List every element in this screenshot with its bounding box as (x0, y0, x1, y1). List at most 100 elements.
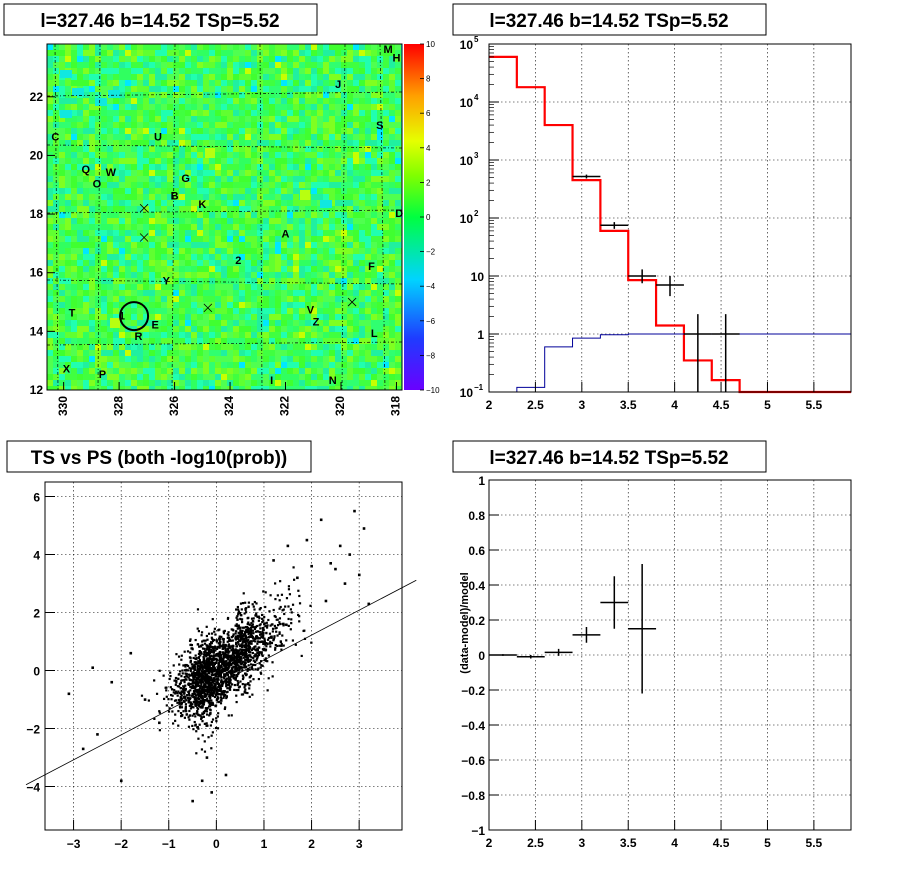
heatmap-cell (89, 44, 95, 50)
scatter-point (217, 667, 221, 670)
heatmap-cell (203, 272, 209, 278)
heatmap-cell (221, 140, 227, 146)
scatter-point (205, 648, 208, 651)
heatmap-cell (137, 368, 143, 374)
heatmap-cell (269, 368, 275, 374)
heatmap-cell (167, 116, 173, 122)
heatmap-cell (155, 152, 161, 158)
heatmap-cell (239, 302, 245, 308)
scatter-point (226, 633, 229, 636)
heatmap-cell (239, 56, 245, 62)
heatmap-cell (335, 236, 341, 242)
heatmap-cell (77, 272, 83, 278)
heatmap-cell (341, 98, 347, 104)
heatmap-cell (203, 56, 209, 62)
heatmap-cell (149, 140, 155, 146)
heatmap-cell (335, 110, 341, 116)
heatmap-cell (149, 152, 155, 158)
heatmap-cell (185, 230, 191, 236)
heatmap-cell (275, 152, 281, 158)
heatmap-cell (389, 188, 395, 194)
heatmap-cell (377, 332, 383, 338)
scatter-point (194, 673, 197, 677)
heatmap-cell (101, 380, 107, 386)
heatmap-cell (269, 350, 275, 356)
heatmap-cell (125, 158, 131, 164)
heatmap-cell (311, 164, 317, 170)
heatmap-cell (215, 368, 221, 374)
heatmap-cell (113, 56, 119, 62)
scatter-point (219, 641, 222, 644)
heatmap-cell (371, 80, 377, 86)
heatmap-cell (311, 86, 317, 92)
heatmap-cell (149, 338, 155, 344)
heatmap-cell (359, 44, 365, 50)
heatmap-cell (245, 380, 251, 386)
heatmap-cell (395, 74, 401, 80)
heatmap-cell (131, 302, 137, 308)
heatmap-cell (149, 206, 155, 212)
heatmap-cell (275, 218, 281, 224)
heatmap-cell (335, 56, 341, 62)
heatmap-cell (101, 296, 107, 302)
heatmap-cell (383, 116, 389, 122)
heatmap-cell (197, 116, 203, 122)
heatmap-cell (101, 80, 107, 86)
heatmap-cell (383, 182, 389, 188)
heatmap-cell (137, 242, 143, 248)
scatter-point (195, 685, 198, 688)
heatmap-cell (197, 368, 203, 374)
scatter-point (186, 675, 189, 678)
heatmap-cell (359, 350, 365, 356)
heatmap-cell (359, 206, 365, 212)
heatmap-cell (335, 272, 341, 278)
heatmap-cell (191, 308, 197, 314)
heatmap-cell (89, 116, 95, 122)
heatmap-cell (305, 308, 311, 314)
heatmap-cell (197, 218, 203, 224)
heatmap-cell (209, 272, 215, 278)
heatmap-cell (209, 188, 215, 194)
heatmap-cell (359, 266, 365, 272)
heatmap-cell (155, 326, 161, 332)
heatmap-cell (77, 344, 83, 350)
heatmap-cell (149, 326, 155, 332)
heatmap-cell (221, 350, 227, 356)
scatter-point (233, 651, 236, 655)
scatter-point (235, 700, 238, 704)
heatmap-cell (107, 86, 113, 92)
scatter-point (223, 669, 226, 672)
heatmap-cell (119, 164, 125, 170)
heatmap-cell (377, 128, 383, 134)
heatmap-cell (329, 50, 335, 56)
heatmap-cell (101, 182, 107, 188)
heatmap-cell (143, 104, 149, 110)
heatmap-cell (197, 320, 203, 326)
heatmap-cell (71, 368, 77, 374)
heatmap-cell (65, 338, 71, 344)
heatmap-cell (305, 386, 311, 390)
heatmap-cell (95, 146, 101, 152)
scatter-point (186, 694, 189, 697)
heatmap-cell (77, 170, 83, 176)
heatmap-cell (359, 302, 365, 308)
heatmap-cell (329, 302, 335, 308)
heatmap-cell (317, 248, 323, 254)
heatmap-cell (95, 284, 101, 290)
heatmap-cell (377, 98, 383, 104)
heatmap-cell (365, 350, 371, 356)
heatmap-cell (281, 290, 287, 296)
heatmap-cell (281, 80, 287, 86)
heatmap-cell (89, 140, 95, 146)
heatmap-cell (293, 56, 299, 62)
scatter-point (185, 672, 188, 676)
heatmap-cell (239, 368, 245, 374)
heatmap-cell (149, 266, 155, 272)
heatmap-cell (173, 176, 179, 182)
heatmap-cell (131, 98, 137, 104)
heatmap-cell (227, 140, 233, 146)
heatmap-cell (275, 134, 281, 140)
heatmap-cell (215, 362, 221, 368)
heatmap-cell (305, 104, 311, 110)
heatmap-cell (143, 224, 149, 230)
